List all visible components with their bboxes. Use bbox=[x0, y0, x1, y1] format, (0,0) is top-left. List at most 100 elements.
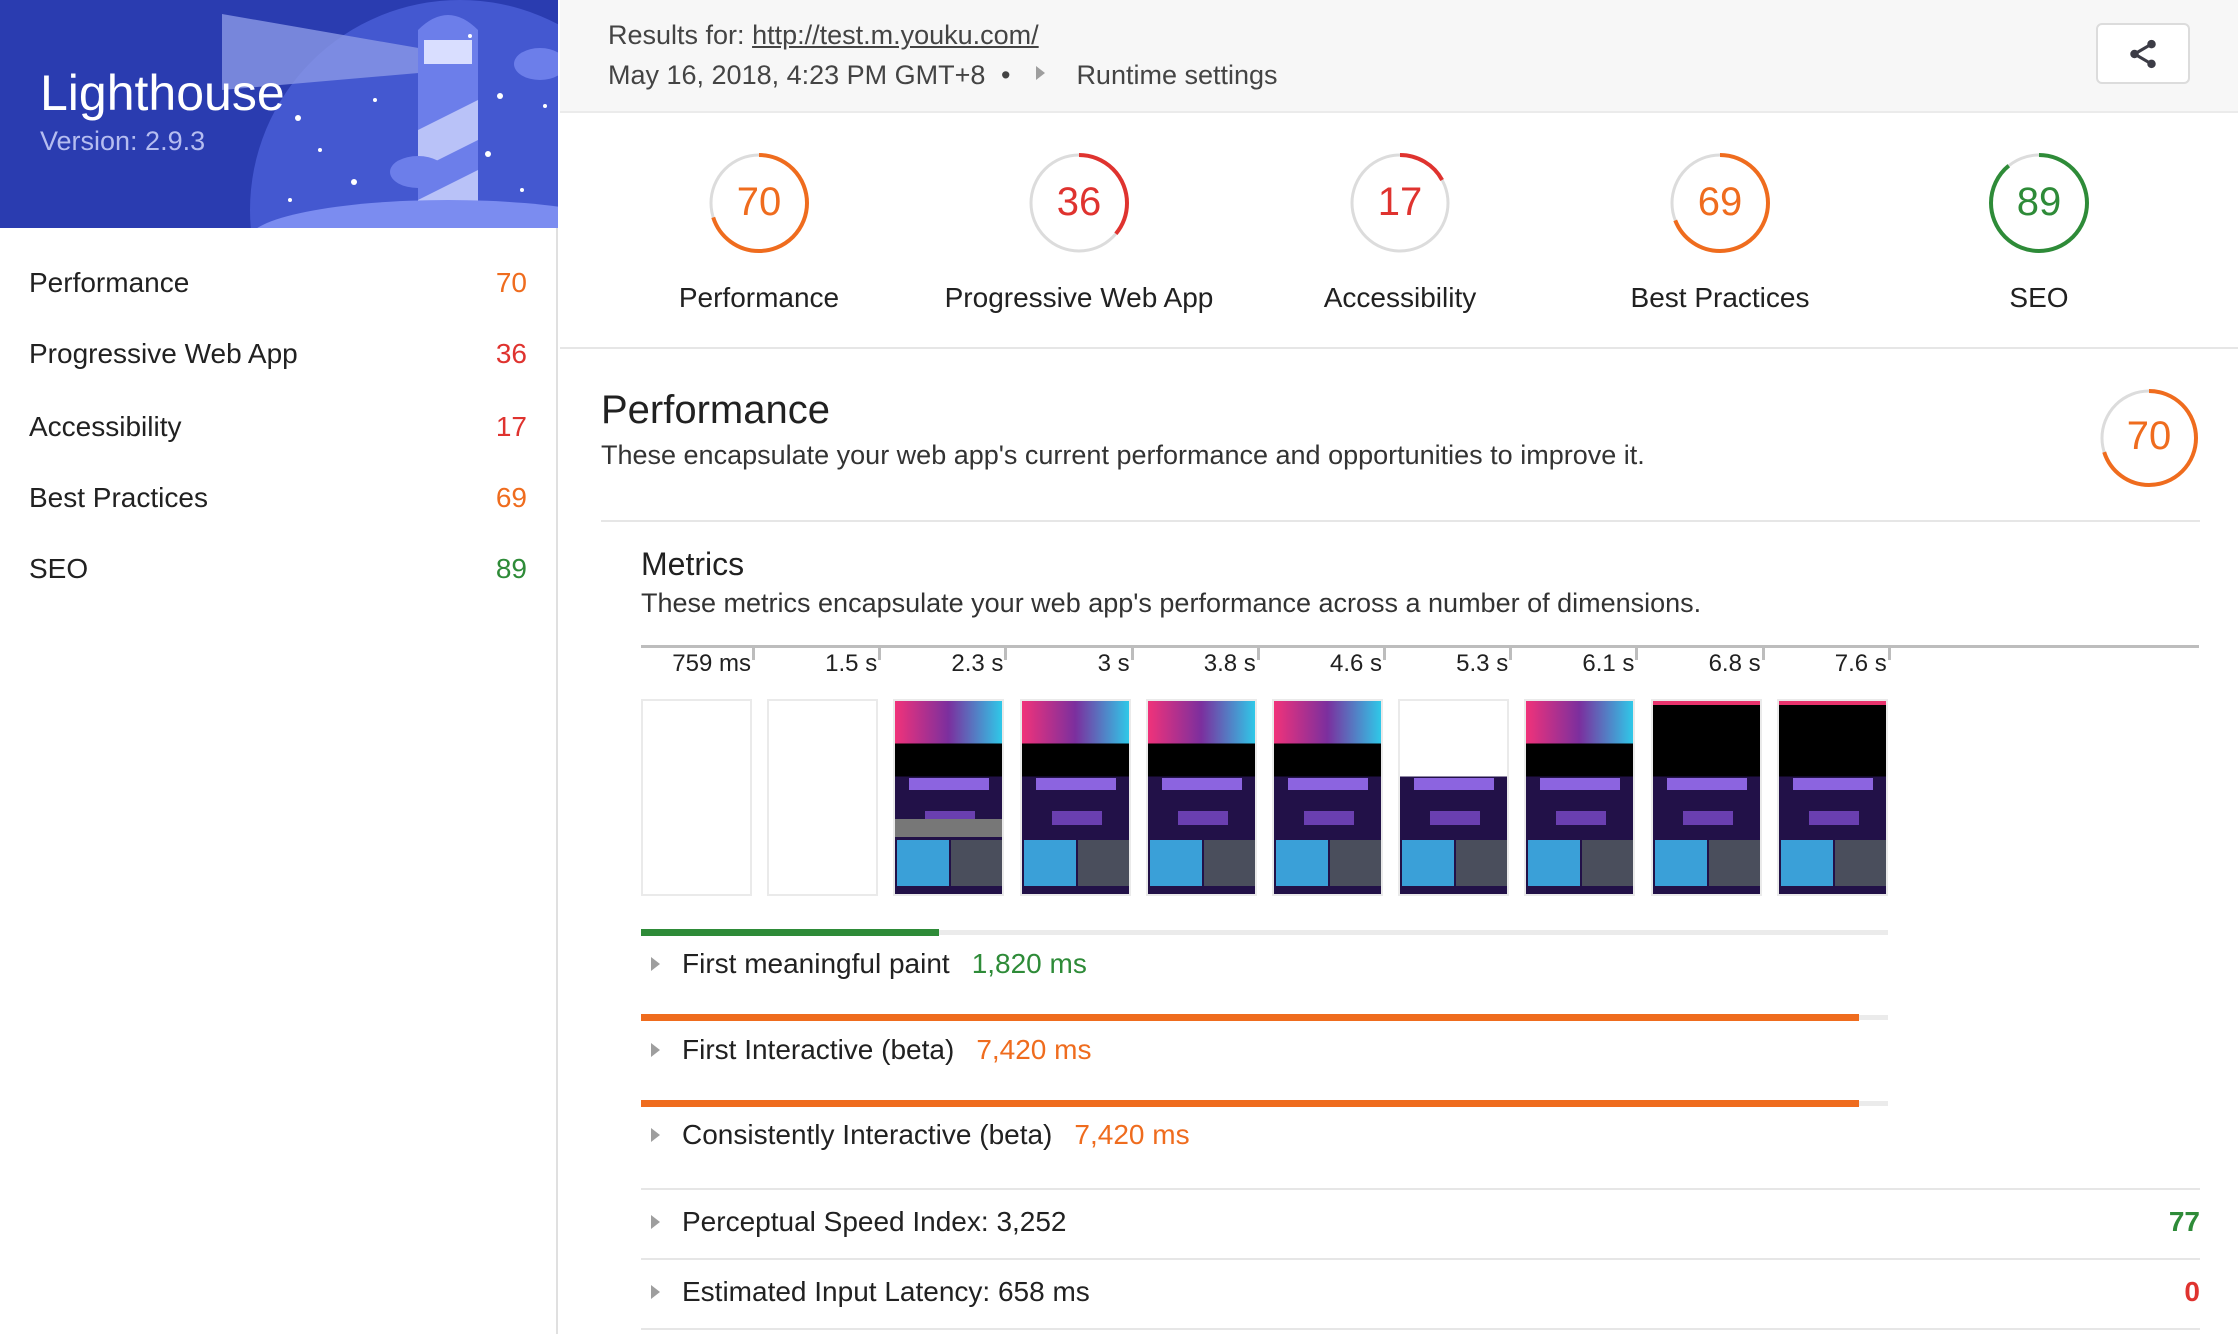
gauge-label: Best Practices bbox=[1630, 282, 1810, 313]
gauge-score: 36 bbox=[1056, 180, 1102, 224]
gauge-accessibility[interactable]: 17 Accessibility bbox=[1240, 152, 1560, 314]
filmstrip-timestamp: 7.6 s bbox=[1834, 650, 1887, 677]
lighthouse-header-banner: Lighthouse Version: 2.9.3 bbox=[0, 0, 558, 228]
audit-score: 77 bbox=[2168, 1206, 2200, 1237]
sidebar-item-label: SEO bbox=[29, 553, 89, 584]
sidebar-item-score: 70 bbox=[495, 267, 527, 298]
expand-triangle-icon bbox=[651, 1043, 660, 1057]
filmstrip-tick bbox=[1383, 646, 1386, 660]
sidebar-item-best-practices[interactable]: Best Practices 69 bbox=[0, 466, 556, 530]
filmstrip-tick bbox=[1887, 646, 1891, 660]
gauge-arc-icon bbox=[2100, 389, 2198, 487]
metric-row[interactable]: First meaningful paint 1,820 ms bbox=[651, 948, 1087, 980]
filmstrip-tick bbox=[1635, 646, 1639, 660]
filmstrip-timeline bbox=[641, 645, 2199, 648]
filmstrip-frame bbox=[1524, 699, 1636, 896]
filmstrip-frame bbox=[1145, 699, 1257, 896]
sidebar-item-score: 69 bbox=[495, 482, 527, 513]
row-divider bbox=[641, 1328, 2200, 1330]
share-icon bbox=[2130, 39, 2156, 68]
audit-label: Perceptual Speed Index: 3,252 bbox=[682, 1206, 1067, 1237]
share-button[interactable] bbox=[2096, 23, 2190, 84]
gauge-arc-icon bbox=[1670, 153, 1770, 253]
metric-row[interactable]: First Interactive (beta) 7,420 ms bbox=[651, 1034, 1091, 1066]
filmstrip-frame bbox=[1776, 699, 1888, 896]
filmstrip-tick bbox=[1509, 646, 1513, 660]
app-title: Lighthouse bbox=[40, 65, 285, 121]
gauge-arc-icon bbox=[1989, 153, 2089, 253]
row-divider bbox=[641, 1258, 2200, 1260]
metric-label: Consistently Interactive (beta) bbox=[682, 1119, 1053, 1150]
section-divider bbox=[601, 520, 2200, 522]
metric-bar-fill bbox=[641, 1014, 1860, 1021]
expand-triangle-icon bbox=[651, 1215, 660, 1229]
gauge-arc-icon bbox=[1350, 153, 1450, 253]
gauge-score: 70 bbox=[736, 180, 782, 224]
lighthouse-illustration-icon bbox=[222, 0, 558, 228]
metric-label: First meaningful paint bbox=[682, 948, 950, 979]
metric-timeline-bar bbox=[641, 1014, 1888, 1021]
report-timestamp: May 16, 2018, 4:23 PM GMT+8 bbox=[608, 60, 986, 90]
filmstrip-timestamp: 2.3 s bbox=[951, 650, 1004, 677]
gauge-label: Performance bbox=[678, 282, 840, 313]
gauge-label: SEO bbox=[2009, 282, 2069, 313]
gauge-arc-icon bbox=[1029, 153, 1129, 253]
sidebar-item-label: Progressive Web App bbox=[29, 338, 298, 369]
filmstrip-frame bbox=[893, 699, 1005, 896]
sidebar-item-accessibility[interactable]: Accessibility 17 bbox=[0, 395, 556, 459]
audit-row[interactable]: Estimated Input Latency: 658 ms bbox=[651, 1276, 1090, 1308]
metric-value: 1,820 ms bbox=[971, 948, 1087, 979]
tested-url-link[interactable]: http://test.m.youku.com/ bbox=[752, 20, 1039, 50]
gauge-seo[interactable]: 89 SEO bbox=[1879, 152, 2199, 314]
filmstrip-frame bbox=[1398, 699, 1510, 896]
filmstrip-tick bbox=[1004, 646, 1008, 660]
sidebar-item-score: 89 bbox=[495, 553, 527, 584]
filmstrip-timestamp: 6.1 s bbox=[1582, 650, 1635, 677]
sidebar-item-progressive-web-app[interactable]: Progressive Web App 36 bbox=[0, 322, 556, 386]
sidebar-item-label: Accessibility bbox=[29, 411, 182, 442]
audit-row[interactable]: Perceptual Speed Index: 3,252 bbox=[651, 1206, 1067, 1238]
metric-timeline-bar bbox=[641, 929, 1888, 936]
runtime-settings-toggle[interactable]: Runtime settings bbox=[1035, 60, 1278, 90]
expand-triangle-icon bbox=[651, 1285, 660, 1299]
filmstrip-timestamp: 1.5 s bbox=[825, 650, 878, 677]
gauge-score: 69 bbox=[1697, 180, 1743, 224]
expand-triangle-icon bbox=[651, 957, 660, 971]
timestamp-line: May 16, 2018, 4:23 PM GMT+8 • Runtime se… bbox=[608, 60, 1278, 91]
filmstrip-tick bbox=[752, 646, 755, 660]
metric-timeline-bar bbox=[641, 1100, 1888, 1107]
performance-score: 70 bbox=[2126, 414, 2172, 458]
sidebar-item-label: Performance bbox=[29, 267, 190, 298]
gauge-score: 17 bbox=[1377, 180, 1423, 224]
filmstrip-timestamp: 3.8 s bbox=[1203, 650, 1256, 677]
gauge-performance[interactable]: 70 Performance bbox=[599, 152, 919, 314]
gauge-score: 89 bbox=[2016, 180, 2062, 224]
metric-bar-fill bbox=[641, 929, 940, 936]
gauges-divider bbox=[560, 347, 2238, 349]
runtime-settings-label: Runtime settings bbox=[1076, 60, 1278, 90]
filmstrip-timestamp: 759 ms bbox=[672, 650, 751, 677]
filmstrip-tick bbox=[1256, 646, 1260, 660]
section-title: Performance bbox=[601, 388, 830, 432]
filmstrip-frame bbox=[641, 699, 752, 896]
gauge-best-practices[interactable]: 69 Best Practices bbox=[1560, 152, 1880, 314]
metric-row[interactable]: Consistently Interactive (beta) 7,420 ms bbox=[651, 1119, 1190, 1151]
app-version: Version: 2.9.3 bbox=[40, 126, 206, 156]
sidebar-item-score: 17 bbox=[495, 411, 527, 442]
results-for-label: Results for: bbox=[608, 20, 745, 50]
separator-bullet: • bbox=[1000, 60, 1011, 90]
metrics-description: These metrics encapsulate your web app's… bbox=[641, 588, 1702, 618]
filmstrip-timestamp: 4.6 s bbox=[1329, 650, 1382, 677]
filmstrip-timestamp: 3 s bbox=[1097, 650, 1130, 677]
row-divider bbox=[641, 1188, 2200, 1190]
filmstrip-tick bbox=[1130, 646, 1134, 660]
sidebar-item-performance[interactable]: Performance 70 bbox=[0, 251, 556, 315]
gauge-progressive-web-app[interactable]: 36 Progressive Web App bbox=[919, 152, 1239, 314]
filmstrip-frame bbox=[1650, 699, 1762, 896]
filmstrip-tick bbox=[1761, 646, 1765, 660]
metric-value: 7,420 ms bbox=[1074, 1119, 1190, 1150]
expand-triangle-icon bbox=[651, 1128, 660, 1142]
sidebar-item-seo[interactable]: SEO 89 bbox=[0, 537, 556, 601]
report-header: Results for: http://test.m.youku.com/ Ma… bbox=[560, 0, 2238, 113]
filmstrip-frame bbox=[767, 699, 879, 896]
